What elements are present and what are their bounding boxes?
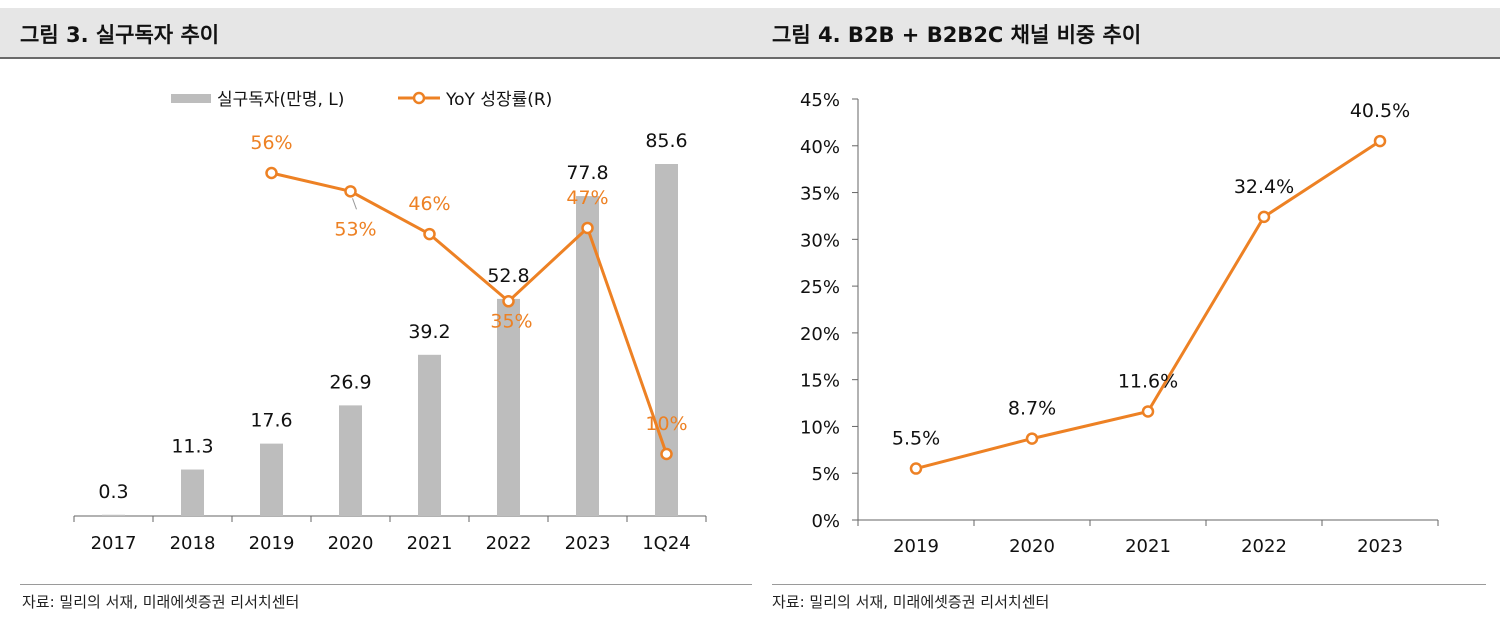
x-tick-label: 1Q24 — [642, 533, 691, 554]
y-tick-label: 40% — [800, 137, 840, 158]
left-footer-divider — [20, 584, 752, 585]
left-x-axis: 2017 2018 2019 2020 2021 2022 2023 1Q24 — [73, 515, 707, 554]
y-tick-label: 5% — [811, 464, 840, 485]
legend-line-label: YoY 성장률(R) — [445, 90, 552, 110]
yoy-value-label: 46% — [408, 193, 450, 215]
subscriber-chart: 실구독자(만명, L) YoY 성장률(R) 2017 2018 2019 2020 2… — [73, 90, 707, 554]
bar-value-label: 39.2 — [408, 321, 450, 343]
channel-share-value-label: 8.7% — [1008, 398, 1056, 420]
bar-value-label: 52.8 — [487, 265, 529, 287]
y-tick-label: 15% — [800, 371, 840, 392]
x-tick-label: 2023 — [1357, 536, 1403, 557]
legend-line-marker — [412, 91, 426, 105]
subscriber-bars — [102, 164, 678, 516]
yoy-point — [344, 185, 357, 198]
right-source: 자료: 밀리의 서재, 미래에셋증권 리서치센터 — [772, 593, 1050, 611]
bar-2019 — [260, 443, 283, 516]
bar-value-label: 17.6 — [250, 410, 292, 432]
x-tick-label: 2023 — [565, 533, 611, 554]
y-tick-label: 20% — [800, 324, 840, 345]
channel-share-point — [1025, 432, 1039, 445]
x-tick-label: 2021 — [1125, 536, 1171, 557]
channel-share-labels: 5.5% 8.7% 11.6% 32.4% 40.5% — [892, 100, 1410, 449]
bar-2017 — [102, 514, 125, 516]
bar-2023 — [576, 196, 599, 516]
bar-value-label: 11.3 — [171, 436, 213, 458]
bar-2018 — [181, 469, 204, 516]
left-chart-panel: 그림 3. 실구독자 추이 실구독자(만명, L) YoY 성장률(R) 201… — [0, 0, 752, 626]
right-title-bar: 그림 4. B2B + B2B2C 채널 비중 추이 — [752, 8, 1500, 59]
channel-share-point — [909, 462, 923, 475]
yoy-value-label: 47% — [566, 187, 608, 209]
bar-value-label: 26.9 — [329, 371, 371, 393]
channel-share-line — [909, 134, 1387, 475]
bar-2021 — [418, 354, 441, 516]
yoy-line — [265, 166, 673, 461]
channel-share-value-label: 11.6% — [1118, 370, 1178, 392]
left-chart-title: 그림 3. 실구독자 추이 — [20, 23, 220, 47]
x-tick-label: 2022 — [486, 533, 532, 554]
x-tick-label: 2020 — [1009, 536, 1055, 557]
x-tick-label: 2020 — [328, 533, 374, 554]
channel-share-value-label: 5.5% — [892, 428, 940, 450]
y-tick-label: 30% — [800, 230, 840, 251]
channel-share-value-label: 40.5% — [1350, 100, 1410, 122]
yoy-line-labels: 56% 53% 46% 35% 47% 10% — [250, 132, 687, 435]
x-tick-label: 2019 — [893, 536, 939, 557]
left-legend: 실구독자(만명, L) YoY 성장률(R) — [171, 90, 552, 110]
bar-value-label: 0.3 — [98, 481, 128, 503]
yoy-point — [581, 221, 594, 235]
yoy-series-line — [271, 171, 668, 455]
y-tick-label: 0% — [811, 511, 840, 532]
channel-share-chart: 0% 5% 10% 15% 20% 25% 30% 35% 40% 45% 2019 2020 2021… — [800, 90, 1439, 557]
label-leader — [352, 198, 357, 210]
right-chart-panel: 그림 4. B2B + B2B2C 채널 비중 추이 0% 5% 10% 15% 20%… — [752, 0, 1500, 626]
subscriber-bar-labels: 0.3 11.3 17.6 26.9 39.2 52.8 77.8 85.6 — [98, 130, 687, 503]
left-source: 자료: 밀리의 서재, 미래에셋증권 리서치센터 — [22, 593, 300, 611]
x-tick-label: 2021 — [407, 533, 453, 554]
channel-share-series-line — [915, 139, 1381, 470]
yoy-value-label: 10% — [645, 413, 687, 435]
yoy-point — [502, 295, 515, 308]
yoy-value-label: 56% — [250, 132, 292, 154]
channel-share-point — [1141, 405, 1155, 418]
yoy-value-label: 53% — [334, 218, 376, 240]
channel-share-point — [1373, 134, 1387, 148]
y-tick-label: 10% — [800, 417, 840, 438]
yoy-point — [265, 166, 278, 180]
y-tick-label: 25% — [800, 277, 840, 298]
yoy-point — [660, 447, 673, 461]
right-chart-title: 그림 4. B2B + B2B2C 채널 비중 추이 — [772, 23, 1142, 47]
y-tick-label: 35% — [800, 184, 840, 205]
yoy-value-label: 35% — [490, 310, 532, 332]
channel-share-point — [1257, 210, 1271, 224]
y-tick-label: 45% — [800, 90, 840, 111]
bar-value-label: 85.6 — [645, 130, 687, 152]
x-tick-label: 2018 — [170, 533, 216, 554]
legend-bar-swatch — [171, 94, 211, 103]
x-tick-label: 2022 — [1241, 536, 1287, 557]
bar-2022 — [497, 298, 520, 516]
legend-bar-label: 실구독자(만명, L) — [217, 90, 344, 110]
x-tick-label: 2019 — [249, 533, 295, 554]
right-axes: 0% 5% 10% 15% 20% 25% 30% 35% 40% 45% 2019 2020 2021… — [800, 90, 1439, 557]
bar-2020 — [339, 405, 362, 516]
yoy-point — [423, 227, 436, 241]
left-title-bar: 그림 3. 실구독자 추이 — [0, 8, 752, 59]
bar-value-label: 77.8 — [566, 162, 608, 184]
x-tick-label: 2017 — [91, 533, 137, 554]
bar-1Q24 — [655, 164, 678, 516]
right-footer-divider — [772, 584, 1486, 585]
channel-share-value-label: 32.4% — [1234, 176, 1294, 198]
